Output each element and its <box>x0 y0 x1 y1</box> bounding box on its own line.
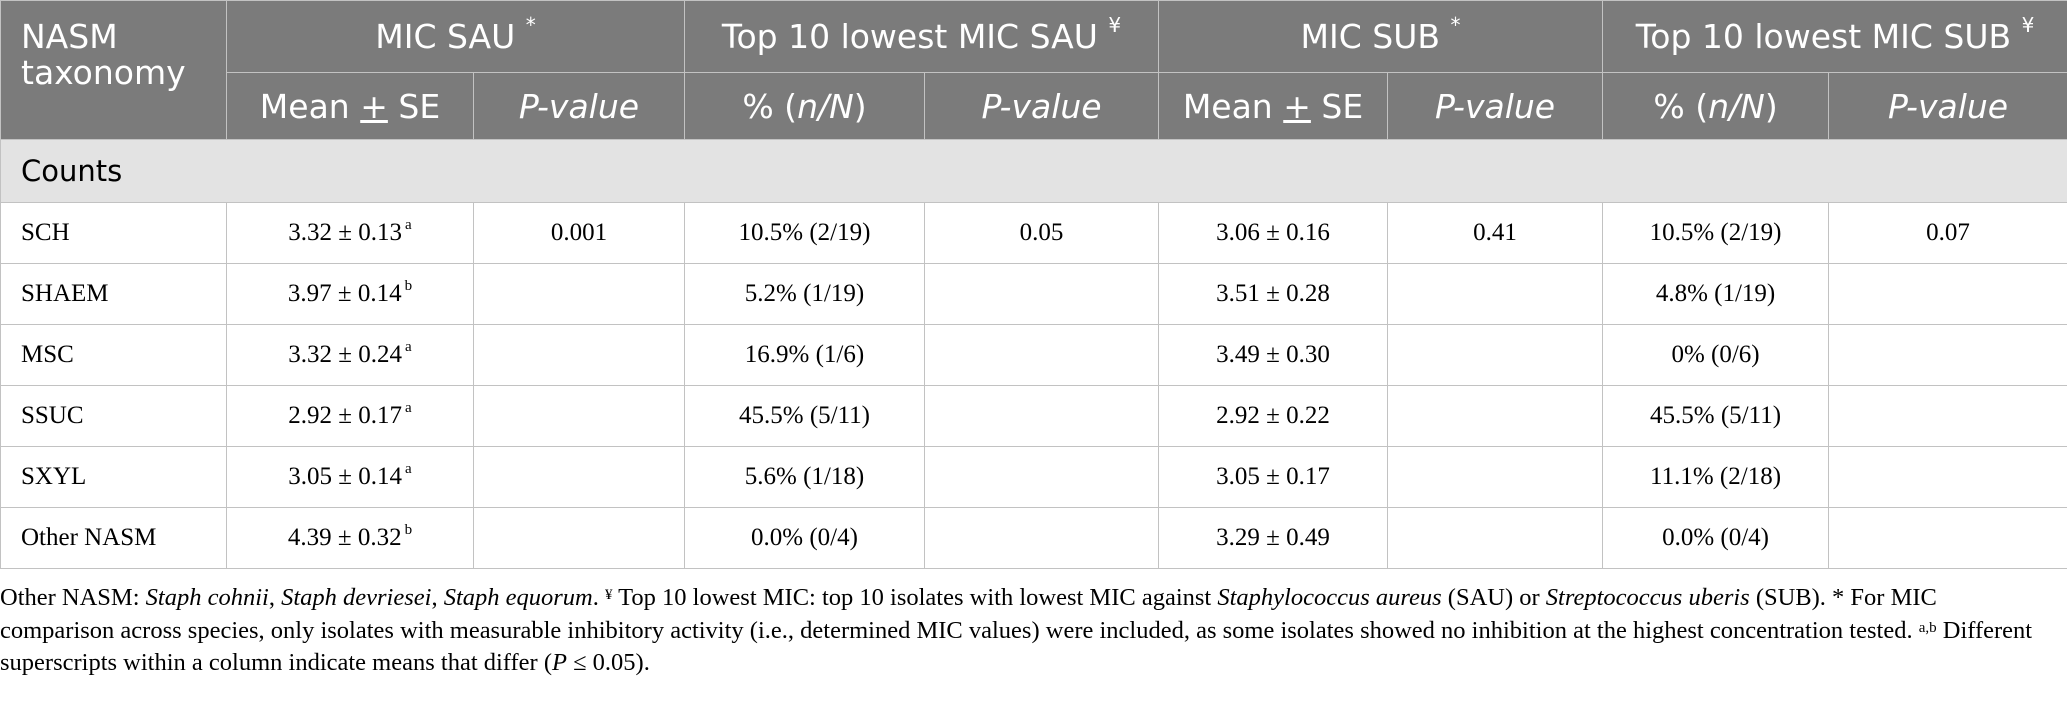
taxon-cell: SXYL <box>0 446 227 508</box>
subheader-pvalue: P-value <box>1828 72 2067 140</box>
taxon-cell: SHAEM <box>0 263 227 325</box>
p-top10-sau-cell <box>923 263 1160 325</box>
top10-sau-cell: 5.2% (1/19) <box>684 263 925 325</box>
table-row: SSUC 2.92 ± 0.17 a 45.5% (5/11) 2.92 ± 0.22 4… <box>0 385 2067 447</box>
group-superscript: a <box>405 400 412 416</box>
p-sub-cell <box>1387 263 1604 325</box>
group-superscript: b <box>404 278 413 294</box>
header-row-subcolumns: Mean + SE P-value % (n/N) P-value Mean +… <box>1 72 2067 140</box>
p-top10-sau-cell: 0.05 <box>923 202 1160 264</box>
p-top10-sub-cell <box>1828 263 2067 325</box>
subheader-pvalue: P-value <box>1387 72 1604 140</box>
p-top10-sau-cell <box>923 446 1160 508</box>
taxonomy-header: NASM taxonomy <box>0 0 227 140</box>
p-top10-sub-cell <box>1828 507 2067 569</box>
mic-sub-cell: 3.29 ± 0.49 <box>1158 507 1389 569</box>
p-top10-sub-cell <box>1828 385 2067 447</box>
mic-sub-cell: 3.06 ± 0.16 <box>1158 202 1389 264</box>
table-row: SXYL 3.05 ± 0.14 a 5.6% (1/18) 3.05 ± 0.17 11… <box>0 446 2067 508</box>
p-top10-sub-cell <box>1828 324 2067 386</box>
subheader-mean-se: Mean + SE <box>1158 72 1389 140</box>
table-row: SHAEM 3.97 ± 0.14 b 5.2% (1/19) 3.51 ± 0.28 4… <box>0 263 2067 325</box>
mic-sub-cell: 3.05 ± 0.17 <box>1158 446 1389 508</box>
mic-sub-cell: 3.49 ± 0.30 <box>1158 324 1389 386</box>
mic-sau-cell: 3.32 ± 0.13 a <box>226 202 474 264</box>
p-sub-cell <box>1387 507 1604 569</box>
group-header-mic-sau: MIC SAU * <box>226 0 685 73</box>
top10-sau-cell: 10.5% (2/19) <box>684 202 925 264</box>
results-table: NASM taxonomy MIC SAU * Top 10 lowest MIC… <box>0 0 2067 569</box>
group-header-top10-sau: Top 10 lowest MIC SAU ¥ <box>683 0 1160 73</box>
mic-sau-cell: 3.97 ± 0.14 b <box>226 263 474 325</box>
p-top10-sau-cell <box>923 385 1160 447</box>
top10-sub-cell: 45.5% (5/11) <box>1602 385 1830 447</box>
mic-sau-cell: 3.32 ± 0.24 a <box>226 324 474 386</box>
mic-sau-cell: 2.92 ± 0.17 a <box>226 385 474 447</box>
top10-sau-cell: 0.0% (0/4) <box>684 507 925 569</box>
taxon-cell: SCH <box>0 202 227 264</box>
taxon-cell: MSC <box>0 324 227 386</box>
mic-sau-cell: 3.05 ± 0.14 a <box>226 446 474 508</box>
p-top10-sub-cell <box>1828 446 2067 508</box>
p-sau-cell <box>473 324 685 386</box>
subheader-percent: % (n/N) <box>1602 72 1830 140</box>
group-superscript: b <box>404 522 413 538</box>
top10-sau-cell: 5.6% (1/18) <box>684 446 925 508</box>
taxon-cell: Other NASM <box>0 507 227 569</box>
table-row: SCH 3.32 ± 0.13 a 0.001 10.5% (2/19) 0.05 3.06… <box>0 202 2067 264</box>
subheader-percent: % (n/N) <box>684 72 925 140</box>
group-superscript: a <box>405 339 412 355</box>
p-sub-cell <box>1387 446 1604 508</box>
p-top10-sau-cell <box>923 507 1160 569</box>
top10-sau-cell: 16.9% (1/6) <box>684 324 925 386</box>
subheader-mean-se: Mean + SE <box>226 72 474 140</box>
p-sub-cell <box>1387 324 1604 386</box>
taxon-cell: SSUC <box>0 385 227 447</box>
table-row: Other NASM 4.39 ± 0.32 b 0.0% (0/4) 3.29 ± 0… <box>0 507 2067 569</box>
top10-sub-cell: 4.8% (1/19) <box>1602 263 1830 325</box>
p-sau-cell <box>473 446 685 508</box>
top10-sub-cell: 0% (0/6) <box>1602 324 1830 386</box>
group-superscript: a <box>405 461 412 477</box>
top10-sub-cell: 11.1% (2/18) <box>1602 446 1830 508</box>
subheader-pvalue: P-value <box>923 72 1160 140</box>
group-header-mic-sub: MIC SUB * <box>1158 0 1604 73</box>
subheader-pvalue: P-value <box>473 72 685 140</box>
p-sau-cell: 0.001 <box>473 202 685 264</box>
top10-sau-cell: 45.5% (5/11) <box>684 385 925 447</box>
mic-sub-cell: 3.51 ± 0.28 <box>1158 263 1389 325</box>
header-row-groups: NASM taxonomy MIC SAU * Top 10 lowest MIC… <box>0 0 2067 140</box>
mic-sau-cell: 4.39 ± 0.32 b <box>226 507 474 569</box>
p-sub-cell: 0.41 <box>1387 202 1604 264</box>
p-sub-cell <box>1387 385 1604 447</box>
section-label: Counts <box>0 139 2067 203</box>
section-row-counts: Counts <box>0 139 2067 203</box>
table-row: MSC 3.32 ± 0.24 a 16.9% (1/6) 3.49 ± 0.30 0% … <box>0 324 2067 386</box>
group-header-top10-sub: Top 10 lowest MIC SUB ¥ <box>1602 0 2067 73</box>
mic-sub-cell: 2.92 ± 0.22 <box>1158 385 1389 447</box>
p-sau-cell <box>473 507 685 569</box>
table-container: NASM taxonomy MIC SAU * Top 10 lowest MIC… <box>0 0 2067 676</box>
table-footnote: Other NASM: Staph cohnii, Staph devriese… <box>0 584 2033 676</box>
table-header: NASM taxonomy MIC SAU * Top 10 lowest MIC… <box>0 0 2067 140</box>
top10-sub-cell: 10.5% (2/19) <box>1602 202 1830 264</box>
p-sau-cell <box>473 385 685 447</box>
table-body: Counts SCH 3.32 ± 0.13 a 0.001 10.5% (2/19) 0… <box>0 139 2067 569</box>
group-superscript: a <box>405 217 412 233</box>
top10-sub-cell: 0.0% (0/4) <box>1602 507 1830 569</box>
p-top10-sau-cell <box>923 324 1160 386</box>
p-top10-sub-cell: 0.07 <box>1828 202 2067 264</box>
p-sau-cell <box>473 263 685 325</box>
